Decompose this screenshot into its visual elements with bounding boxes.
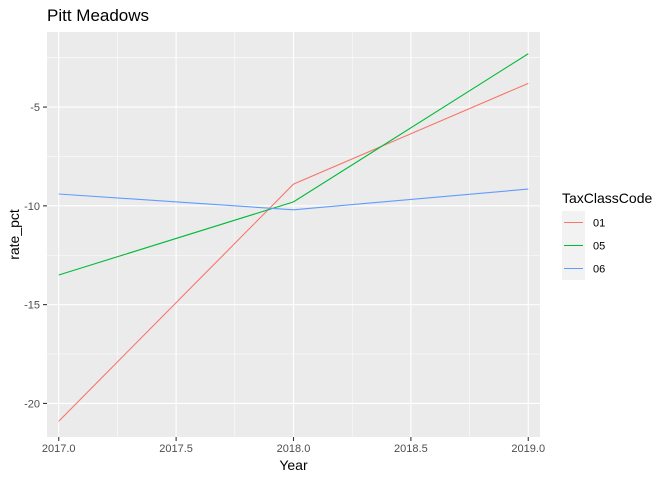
series-line-01 (58, 82, 529, 422)
grid-major (47, 32, 540, 437)
y-tick-label: -20 (24, 398, 40, 410)
legend-label-05: 05 (593, 241, 605, 253)
x-tick-label: 2018.0 (277, 443, 311, 455)
legend-label-06: 06 (593, 264, 605, 276)
x-tick-label: 2017.5 (159, 443, 193, 455)
x-tick-label: 2018.5 (394, 443, 428, 455)
x-tick-label: 2017.0 (42, 443, 76, 455)
chart-title: Pitt Meadows (47, 6, 149, 25)
series-lines (58, 53, 529, 422)
x-tick-label: 2019.0 (511, 443, 545, 455)
legend-items: 01 05 06 (562, 211, 605, 280)
y-axis-ticks: -20 -15 -10 -5 (24, 102, 47, 410)
y-tick-label: -5 (30, 102, 40, 114)
y-tick-label: -15 (24, 300, 40, 312)
series-line-06 (58, 188, 529, 211)
y-axis-title: rate_pct (6, 209, 22, 260)
y-tick-label: -10 (24, 201, 40, 213)
legend: TaxClassCode 01 05 06 (562, 190, 652, 280)
legend-title: TaxClassCode (562, 190, 652, 206)
x-axis-title: Year (279, 457, 308, 473)
x-axis-ticks: 2017.0 2017.5 2018.0 2018.5 2019.0 (42, 437, 545, 455)
series-line-05 (58, 53, 529, 276)
legend-label-01: 01 (593, 218, 605, 230)
